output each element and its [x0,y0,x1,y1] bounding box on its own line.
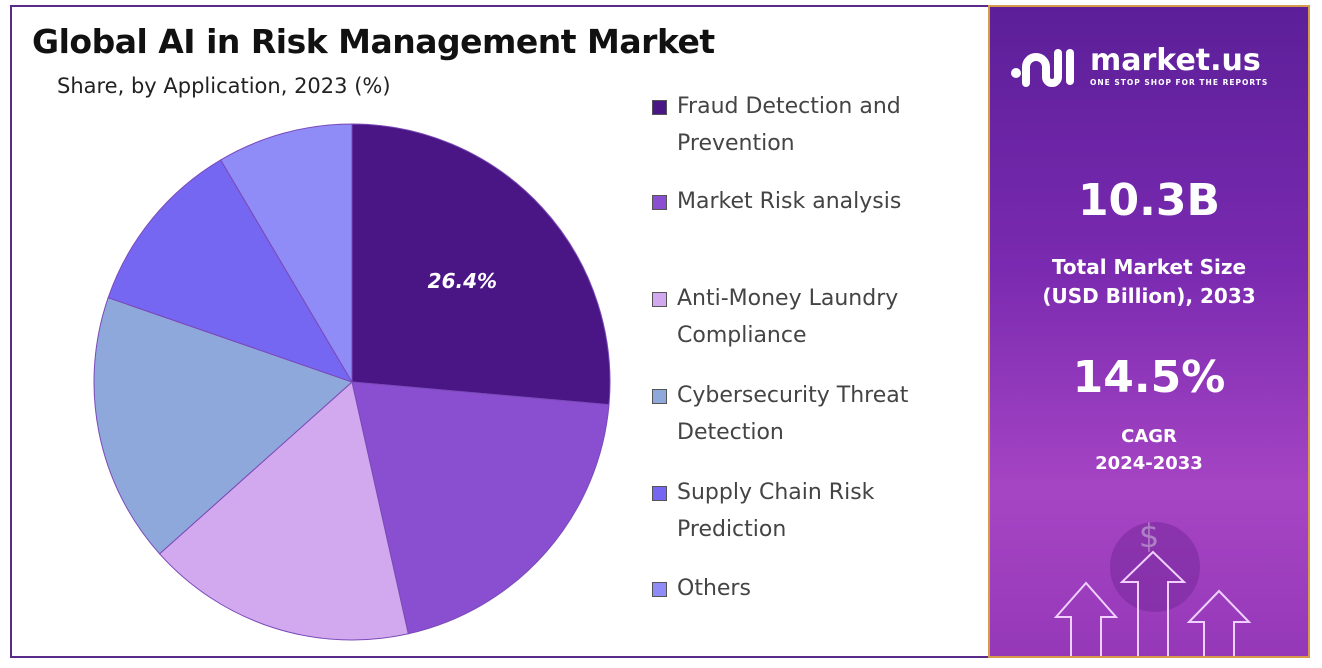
legend-swatch [652,389,667,404]
growth-arrows-icon [1053,522,1252,656]
legend-label: Others [677,576,751,601]
brand-tagline: ONE STOP SHOP FOR THE REPORTS [1090,78,1269,87]
legend-swatch [652,100,667,115]
chart-subtitle: Share, by Application, 2023 (%) [57,74,391,98]
legend-swatch [652,195,667,210]
legend-label: Compliance [677,323,807,348]
pie-slice-5 [219,123,353,384]
pie-slice-0 [351,123,611,406]
pie-slice-1 [351,381,610,635]
legend-label: Fraud Detection and [677,94,901,119]
pie-chart: 26.4% [93,123,611,641]
legend-label: Detection [677,420,784,445]
market-size-label: (USD Billion), 2033 [1042,284,1256,308]
market-us-logo-icon [1011,49,1074,87]
legend-swatch [652,486,667,501]
cagr-value: 14.5% [1072,352,1226,403]
chart-title: Global AI in Risk Management Market [32,22,715,61]
market-size-value: 10.3B [1077,175,1221,226]
legend-swatch [652,292,667,307]
market-size-label: Total Market Size [1051,255,1247,279]
legend-item-market-risk: Market Risk analysis [652,183,977,220]
cagr-period: 2024-2033 [1095,453,1203,474]
legend-item-cyber: Cybersecurity Threat Detection [652,377,977,451]
legend-item-aml: Anti-Money Laundry Compliance [652,280,977,354]
legend-label: Prediction [677,517,787,542]
legend-item-others: Others [652,570,977,607]
summary-panel: market.us ONE STOP SHOP FOR THE REPORTS … [988,5,1310,658]
legend-label: Prevention [677,131,795,156]
legend-item-fraud: Fraud Detection and Prevention [652,88,977,162]
legend-item-supply: Supply Chain Risk Prediction [652,474,977,548]
pie-slice-2 [158,381,409,641]
legend-label: Cybersecurity Threat [677,383,909,408]
brand-name: market.us [1090,43,1261,78]
pie-slice-3 [93,297,353,555]
legend-label: Market Risk analysis [677,189,902,214]
cagr-label: CAGR [1121,426,1177,447]
legend-label: Supply Chain Risk [677,480,875,505]
chart-frame [10,5,988,658]
data-label: 26.4% [428,269,497,293]
legend-swatch [652,582,667,597]
legend-label: Anti-Money Laundry [677,286,899,311]
pie-slice-4 [107,159,354,383]
